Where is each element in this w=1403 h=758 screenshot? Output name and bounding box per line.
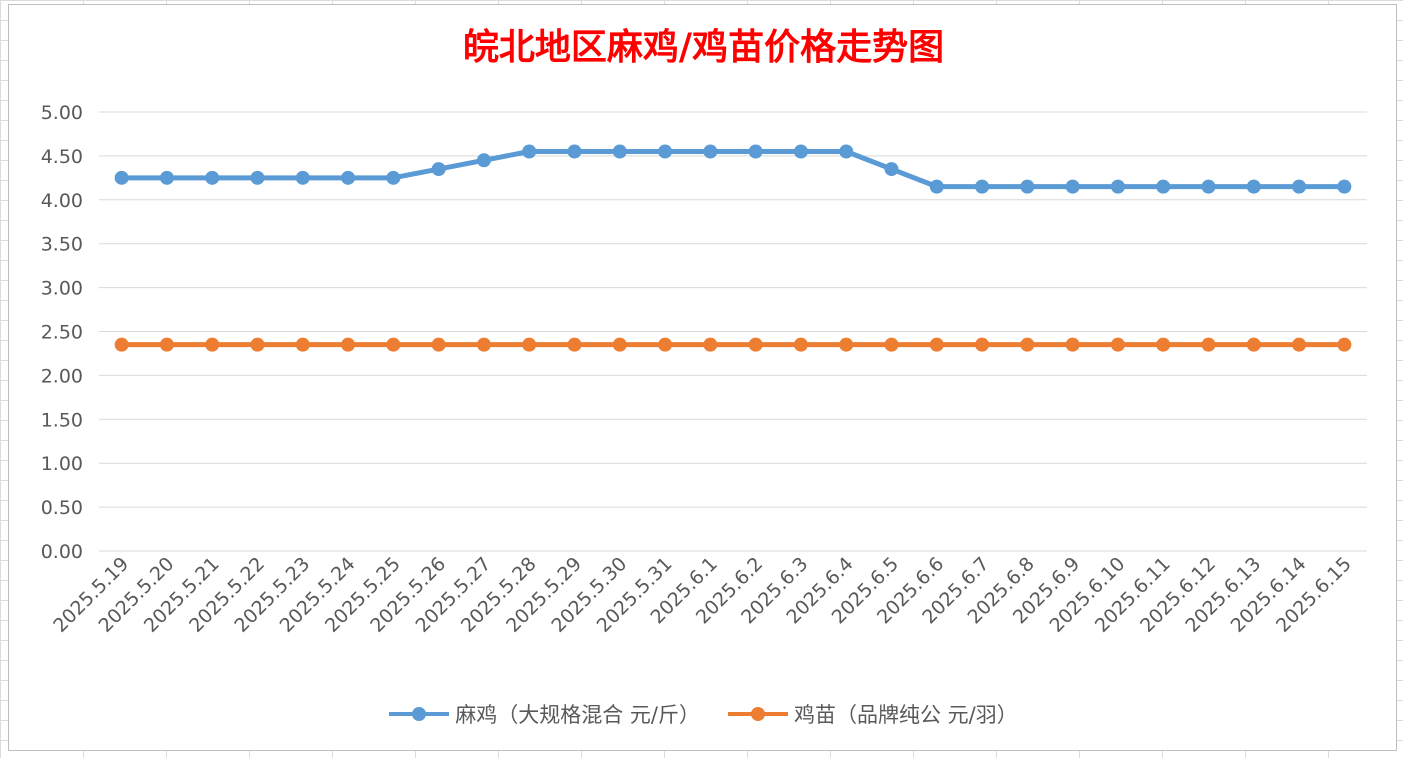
legend-marker-icon [389,707,450,721]
data-point [114,337,129,352]
data-point [386,170,401,185]
data-point [1246,179,1261,194]
data-point [341,170,356,185]
data-point [839,337,854,352]
data-point [748,337,763,352]
data-point [567,337,582,352]
series-line-1 [119,149,1347,190]
data-point [658,144,673,159]
legend: 麻鸡（大规格混合 元/斤） 鸡苗（品牌纯公 元/羽） [9,699,1398,729]
y-tick-label: 2.00 [41,365,83,387]
data-point [1337,337,1352,352]
data-point [793,337,808,352]
data-point [703,144,718,159]
y-tick-label: 3.00 [41,278,83,300]
data-point [205,337,220,352]
data-point [1110,179,1125,194]
data-point [1156,337,1171,352]
data-point [1020,337,1035,352]
data-point [205,170,220,185]
data-point [839,144,854,159]
data-point [1201,179,1216,194]
data-point [159,170,174,185]
y-tick-label: 1.00 [41,453,83,475]
y-tick-label: 4.50 [41,146,83,168]
data-point [1065,337,1080,352]
data-point [114,170,129,185]
data-point [703,337,718,352]
data-point [476,153,491,168]
data-point [612,144,627,159]
legend-item: 麻鸡（大规格混合 元/斤） [389,699,700,729]
data-point [975,179,990,194]
data-point [1020,179,1035,194]
data-point [1156,179,1171,194]
data-point [1292,337,1307,352]
legend-marker-icon [728,707,788,721]
data-point [431,337,446,352]
y-tick-label: 4.00 [41,190,83,212]
data-point [295,337,310,352]
y-tick-label: 0.50 [41,497,83,519]
data-point [250,170,265,185]
legend-label: 鸡苗（品牌纯公 元/羽） [794,703,1018,727]
data-point [793,144,808,159]
data-point [1201,337,1216,352]
chart-area[interactable]: 皖北地区麻鸡/鸡苗价格走势图 0.00 0.50 1.00 1.50 2.00 2.50 3… [8,4,1397,751]
y-tick-label: 3.50 [41,234,83,256]
data-point [386,337,401,352]
data-point [884,162,899,177]
data-point [567,144,582,159]
legend-item: 鸡苗（品牌纯公 元/羽） [728,699,1018,729]
y-tick-label: 5.00 [41,102,83,124]
data-point [522,144,537,159]
data-point [431,162,446,177]
data-point [1246,337,1261,352]
data-point [929,337,944,352]
y-tick-label: 1.50 [41,409,83,431]
data-point [295,170,310,185]
data-point [1292,179,1307,194]
data-point [341,337,356,352]
data-point [250,337,265,352]
data-point [1065,179,1080,194]
data-point [612,337,627,352]
data-point [929,179,944,194]
data-point [975,337,990,352]
data-point [1110,337,1125,352]
data-point [522,337,537,352]
data-point [476,337,491,352]
data-point [1337,179,1352,194]
legend-label: 麻鸡（大规格混合 元/斤） [455,703,700,727]
data-point [658,337,673,352]
chart-title: 皖北地区麻鸡/鸡苗价格走势图 [462,26,945,68]
y-tick-label: 2.50 [41,322,83,344]
plot-area: 0.00 0.50 1.00 1.50 2.00 2.50 3.00 3.50 4.00 4.50… [41,102,1367,637]
data-point [884,337,899,352]
data-point [748,144,763,159]
y-tick-label: 0.00 [41,541,83,563]
data-point [159,337,174,352]
